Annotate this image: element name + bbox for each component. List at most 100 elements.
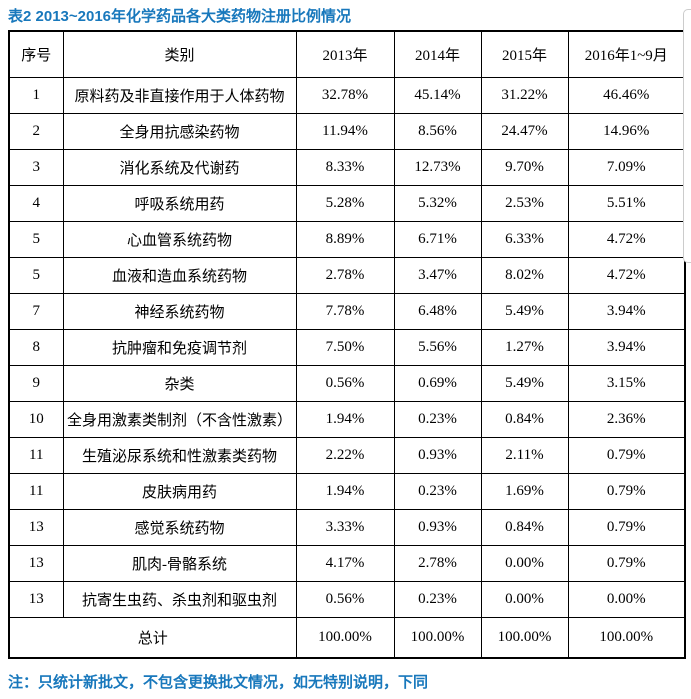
value-cell: 0.00% [480,544,569,582]
value-cell: 0.84% [480,400,569,438]
value-cell: 45.14% [393,76,482,114]
seq-cell: 13 [8,544,64,582]
value-cell: 3.94% [567,328,686,366]
total-row: 总计 100.00% 100.00% 100.00% 100.00% [8,616,686,659]
value-cell: 0.56% [295,364,395,402]
value-cell: 9.70% [480,148,569,186]
category-cell: 全身用激素类制剂（不含性激素） [62,400,297,438]
value-cell: 1.27% [480,328,569,366]
total-value-cell: 100.00% [295,616,395,659]
seq-cell: 5 [8,220,64,258]
category-cell: 血液和造血系统药物 [62,256,297,294]
value-cell: 3.33% [295,508,395,546]
table-title: 表2 2013~2016年化学药品各大类药物注册比例情况 [8,8,352,25]
value-cell: 8.33% [295,148,395,186]
value-cell: 0.00% [567,580,686,618]
table-row: 3 消化系统及代谢药 8.33% 12.73% 9.70% 7.09% [8,148,686,186]
value-cell: 5.56% [393,328,482,366]
clipped-panel-border [683,9,691,263]
seq-cell: 13 [8,580,64,618]
value-cell: 3.15% [567,364,686,402]
value-cell: 0.79% [567,472,686,510]
value-cell: 6.33% [480,220,569,258]
table-row: 10 全身用激素类制剂（不含性激素） 1.94% 0.23% 0.84% 2.36% [8,400,686,438]
value-cell: 8.56% [393,112,482,150]
table-row: 8 抗肿瘤和免疫调节剂 7.50% 5.56% 1.27% 3.94% [8,328,686,366]
value-cell: 5.49% [480,364,569,402]
value-cell: 1.94% [295,472,395,510]
category-cell: 神经系统药物 [62,292,297,330]
header-2013: 2013年 [295,30,395,78]
value-cell: 0.69% [393,364,482,402]
seq-cell: 10 [8,400,64,438]
table-row: 13 肌肉-骨骼系统 4.17% 2.78% 0.00% 0.79% [8,544,686,582]
header-category: 类别 [62,30,297,78]
value-cell: 8.89% [295,220,395,258]
value-cell: 46.46% [567,76,686,114]
value-cell: 0.93% [393,508,482,546]
category-cell: 呼吸系统用药 [62,184,297,222]
table-row: 5 心血管系统药物 8.89% 6.71% 6.33% 4.72% [8,220,686,258]
value-cell: 5.32% [393,184,482,222]
value-cell: 2.53% [480,184,569,222]
table-row: 7 神经系统药物 7.78% 6.48% 5.49% 3.94% [8,292,686,330]
total-label-cell: 总计 [8,616,297,659]
category-cell: 肌肉-骨骼系统 [62,544,297,582]
footnote: 注：只统计新批文，不包含更换批文情况，如无特别说明，下同 [8,674,429,691]
value-cell: 0.23% [393,580,482,618]
table-row: 11 生殖泌尿系统和性激素类药物 2.22% 0.93% 2.11% 0.79% [8,436,686,474]
value-cell: 0.00% [480,580,569,618]
value-cell: 0.79% [567,436,686,474]
table-header: 序号 类别 2013年 2014年 2015年 2016年1~9月 [8,30,686,78]
header-2015: 2015年 [480,30,569,78]
seq-cell: 4 [8,184,64,222]
seq-cell: 13 [8,508,64,546]
total-value-cell: 100.00% [393,616,482,659]
seq-cell: 5 [8,256,64,294]
value-cell: 2.22% [295,436,395,474]
category-cell: 消化系统及代谢药 [62,148,297,186]
table-row: 1 原料药及非直接作用于人体药物 32.78% 45.14% 31.22% 46.46% [8,76,686,114]
value-cell: 4.72% [567,220,686,258]
seq-cell: 3 [8,148,64,186]
category-cell: 感觉系统药物 [62,508,297,546]
value-cell: 3.47% [393,256,482,294]
table-row: 5 血液和造血系统药物 2.78% 3.47% 8.02% 4.72% [8,256,686,294]
value-cell: 0.79% [567,508,686,546]
table-row: 9 杂类 0.56% 0.69% 5.49% 3.15% [8,364,686,402]
value-cell: 1.69% [480,472,569,510]
category-cell: 生殖泌尿系统和性激素类药物 [62,436,297,474]
seq-cell: 9 [8,364,64,402]
value-cell: 1.94% [295,400,395,438]
category-cell: 皮肤病用药 [62,472,297,510]
table-foot: 总计 100.00% 100.00% 100.00% 100.00% [8,616,686,659]
value-cell: 3.94% [567,292,686,330]
total-value-cell: 100.00% [567,616,686,659]
value-cell: 14.96% [567,112,686,150]
value-cell: 0.79% [567,544,686,582]
header-2016: 2016年1~9月 [567,30,686,78]
table-row: 13 感觉系统药物 3.33% 0.93% 0.84% 0.79% [8,508,686,546]
category-cell: 全身用抗感染药物 [62,112,297,150]
value-cell: 0.84% [480,508,569,546]
category-cell: 抗肿瘤和免疫调节剂 [62,328,297,366]
value-cell: 5.51% [567,184,686,222]
table-row: 11 皮肤病用药 1.94% 0.23% 1.69% 0.79% [8,472,686,510]
value-cell: 24.47% [480,112,569,150]
value-cell: 0.56% [295,580,395,618]
seq-cell: 11 [8,436,64,474]
seq-cell: 1 [8,76,64,114]
value-cell: 32.78% [295,76,395,114]
value-cell: 5.49% [480,292,569,330]
category-cell: 杂类 [62,364,297,402]
value-cell: 0.23% [393,400,482,438]
value-cell: 0.23% [393,472,482,510]
seq-cell: 7 [8,292,64,330]
category-cell: 抗寄生虫药、杀虫剂和驱虫剂 [62,580,297,618]
registration-ratio-table: 序号 类别 2013年 2014年 2015年 2016年1~9月 1 原料药及非… [8,30,686,659]
value-cell: 2.78% [295,256,395,294]
header-2014: 2014年 [393,30,482,78]
value-cell: 31.22% [480,76,569,114]
value-cell: 2.11% [480,436,569,474]
